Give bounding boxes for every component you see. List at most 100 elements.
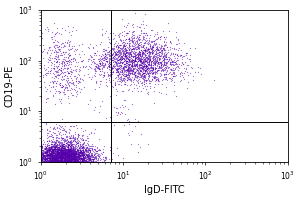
Point xyxy=(74,156,79,159)
Point xyxy=(72,154,77,157)
Point xyxy=(59,157,64,160)
Point xyxy=(147,74,152,77)
Point xyxy=(47,153,52,156)
Point xyxy=(119,50,124,53)
Point xyxy=(73,160,77,163)
Point xyxy=(154,48,159,51)
Point xyxy=(66,158,70,161)
Point xyxy=(58,69,63,72)
Point xyxy=(72,152,77,155)
Point xyxy=(62,160,67,163)
Point xyxy=(159,45,164,49)
Point xyxy=(82,156,86,160)
Point xyxy=(152,57,157,60)
Point xyxy=(84,153,88,156)
Point xyxy=(171,63,176,66)
Point xyxy=(46,160,51,163)
Point xyxy=(48,160,52,163)
Point xyxy=(71,152,76,155)
Point xyxy=(48,155,52,158)
Point xyxy=(50,158,55,161)
Point xyxy=(75,160,80,163)
Point xyxy=(126,30,131,33)
Point xyxy=(39,149,44,152)
Point xyxy=(58,147,63,150)
Point xyxy=(88,59,93,62)
Point xyxy=(56,155,61,158)
Point xyxy=(151,35,156,38)
Point xyxy=(54,155,59,158)
Point xyxy=(52,145,57,148)
Point xyxy=(57,156,62,159)
Point xyxy=(60,41,64,45)
Point xyxy=(54,31,58,35)
Point xyxy=(58,90,63,93)
Point xyxy=(63,154,68,157)
Point xyxy=(51,149,56,153)
Point xyxy=(39,160,44,163)
Point xyxy=(116,55,121,59)
Point xyxy=(66,151,71,154)
Point xyxy=(64,160,69,163)
Point xyxy=(58,160,63,163)
Point xyxy=(182,67,187,70)
Point xyxy=(53,160,58,163)
Point xyxy=(58,160,63,163)
Point xyxy=(44,160,48,163)
Point xyxy=(116,45,121,49)
Point xyxy=(52,160,57,163)
Point xyxy=(64,160,69,163)
Point xyxy=(67,156,71,160)
Point xyxy=(136,53,140,56)
Point xyxy=(60,157,64,160)
Point xyxy=(79,137,83,141)
Point xyxy=(116,57,121,61)
Point xyxy=(39,160,44,163)
Point xyxy=(85,160,90,163)
Point xyxy=(139,55,144,59)
Point xyxy=(68,160,73,163)
Point xyxy=(64,155,69,158)
Point xyxy=(135,55,140,58)
Point xyxy=(74,158,78,161)
Point xyxy=(99,152,104,156)
Point xyxy=(142,58,147,61)
Point xyxy=(140,46,144,49)
Point xyxy=(58,156,62,159)
Point xyxy=(56,160,61,163)
Point xyxy=(54,160,59,163)
Point xyxy=(146,74,151,77)
Point xyxy=(65,158,70,161)
Point xyxy=(79,160,84,163)
Point xyxy=(125,67,130,70)
Point xyxy=(48,147,53,150)
Point xyxy=(146,63,151,66)
Point xyxy=(58,149,63,152)
Point xyxy=(49,160,54,163)
Point xyxy=(48,160,52,163)
Point xyxy=(41,155,46,158)
Point xyxy=(39,160,44,163)
Point xyxy=(64,62,69,65)
Point xyxy=(87,157,92,160)
Point xyxy=(165,78,170,81)
Point xyxy=(58,49,63,53)
Point xyxy=(65,158,70,162)
Point xyxy=(127,51,132,54)
Point xyxy=(141,63,146,66)
Point xyxy=(65,148,70,151)
Point xyxy=(61,152,66,155)
Point xyxy=(79,156,83,159)
Point xyxy=(157,71,162,74)
Point xyxy=(68,151,72,155)
Point xyxy=(135,77,140,80)
Point xyxy=(54,149,59,153)
Point xyxy=(59,33,64,36)
Point xyxy=(72,155,76,158)
Point xyxy=(50,151,55,154)
Point xyxy=(107,70,112,73)
Point xyxy=(45,160,50,163)
Point xyxy=(143,41,148,44)
Point xyxy=(62,155,67,158)
Point xyxy=(70,153,75,156)
